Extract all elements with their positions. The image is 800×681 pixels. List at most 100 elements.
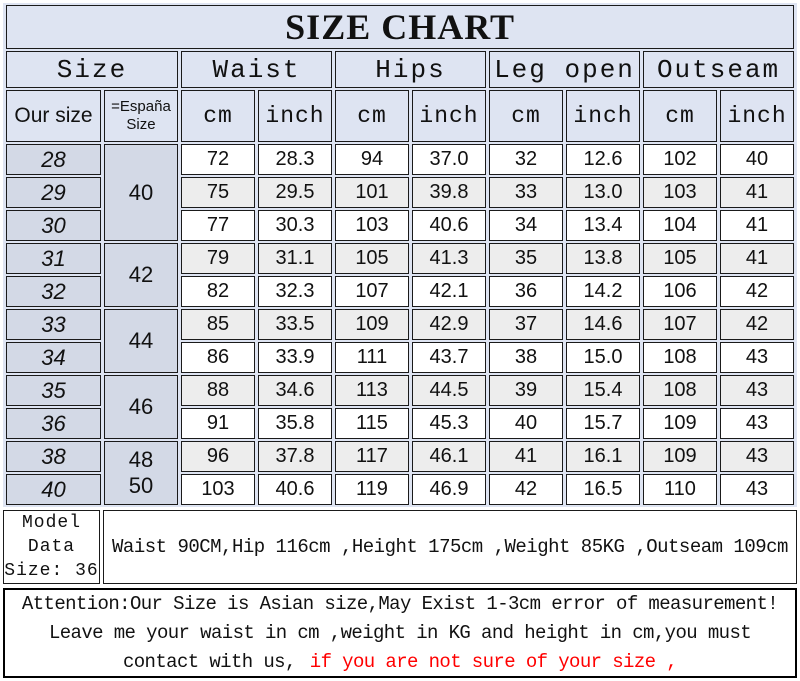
outseam-cm-cell: 108 <box>643 375 717 406</box>
waist-cm-cell: 96 <box>181 441 255 472</box>
legopen-cm-cell: 32 <box>489 144 563 175</box>
outseam-inch-cell: 43 <box>720 375 795 406</box>
column-group-leg-open: Leg open <box>489 51 640 88</box>
hips-inch-cell: 37.0 <box>412 144 486 175</box>
legopen-cm-header: cm <box>489 90 563 142</box>
outseam-cm-header: cm <box>643 90 717 142</box>
table-row-30: 30 77 30.3 103 40.6 34 13.4 104 41 <box>6 210 795 241</box>
outseam-cm-cell: 105 <box>643 243 717 274</box>
model-data-section: Model Data Size: 36 Waist 90CM,Hip 116cm… <box>3 510 797 584</box>
our-size-header: Our size <box>6 90 101 142</box>
table-row-38: 38 48 50 96 37.8 117 46.1 41 16.1 109 43 <box>6 441 795 505</box>
model-label-line: Model <box>21 513 81 533</box>
our-size-cell: 40 <box>6 474 101 505</box>
table-row-40: 40 103 40.6 119 46.9 42 16.5 110 43 <box>6 474 795 505</box>
legopen-cm-cell: 33 <box>489 177 563 208</box>
legopen-inch-cell: 16.5 <box>566 474 640 505</box>
hips-inch-cell: 46.1 <box>412 441 486 472</box>
espana-size-cell: 40 <box>104 144 178 241</box>
hips-cm-header: cm <box>335 90 409 142</box>
size-chart-table: SIZE CHART Size Waist Hips Leg open Outs… <box>3 3 798 507</box>
hips-cm-cell: 94 <box>335 144 409 175</box>
our-size-cell: 28 <box>6 144 101 175</box>
page-title: SIZE CHART <box>6 5 795 49</box>
table-row-33: 33 44 85 33.5 109 42.9 37 14.6 107 42 <box>6 309 795 373</box>
table-row-32: 32 82 32.3 107 42.1 36 14.2 106 42 <box>6 276 795 307</box>
outseam-cm-cell: 106 <box>643 276 717 307</box>
table-row-35: 35 46 88 34.6 113 44.5 39 15.4 108 43 <box>6 375 795 439</box>
legopen-cm-cell: 36 <box>489 276 563 307</box>
outseam-cm-cell: 109 <box>643 441 717 472</box>
hips-inch-cell: 44.5 <box>412 375 486 406</box>
outseam-cm-cell: 108 <box>643 342 717 373</box>
legopen-cm-cell: 38 <box>489 342 563 373</box>
model-data-label: Model Data Size: 36 <box>3 510 100 584</box>
unit-header-row: Our size =España Size cm inch cm inch cm… <box>6 90 795 142</box>
outseam-inch-cell: 42 <box>720 276 795 307</box>
hips-inch-cell: 43.7 <box>412 342 486 373</box>
model-measurements-text: Waist 90CM,Hip 116cm ,Height 175cm ,Weig… <box>103 510 797 584</box>
hips-cm-cell: 113 <box>335 375 409 406</box>
outseam-inch-cell: 41 <box>720 210 795 241</box>
waist-inch-header: inch <box>258 90 332 142</box>
outseam-inch-cell: 43 <box>720 408 795 439</box>
legopen-inch-cell: 15.4 <box>566 375 640 406</box>
outseam-inch-cell: 42 <box>720 309 795 340</box>
our-size-cell: 30 <box>6 210 101 241</box>
espana-size-cell: 42 <box>104 243 178 307</box>
legopen-cm-cell: 37 <box>489 309 563 340</box>
outseam-inch-header: inch <box>720 90 795 142</box>
waist-inch-cell: 33.9 <box>258 342 332 373</box>
outseam-inch-cell: 41 <box>720 243 795 274</box>
attention-note: Attention:Our Size is Asian size,May Exi… <box>3 588 797 678</box>
waist-cm-cell: 82 <box>181 276 255 307</box>
waist-inch-cell: 37.8 <box>258 441 332 472</box>
waist-inch-cell: 34.6 <box>258 375 332 406</box>
waist-inch-cell: 33.5 <box>258 309 332 340</box>
table-row-31: 31 42 79 31.1 105 41.3 35 13.8 105 41 <box>6 243 795 307</box>
hips-inch-cell: 42.9 <box>412 309 486 340</box>
legopen-inch-cell: 15.7 <box>566 408 640 439</box>
legopen-inch-cell: 14.6 <box>566 309 640 340</box>
waist-cm-header: cm <box>181 90 255 142</box>
hips-inch-cell: 45.3 <box>412 408 486 439</box>
outseam-inch-cell: 43 <box>720 342 795 373</box>
our-size-cell: 31 <box>6 243 101 274</box>
hips-inch-cell: 41.3 <box>412 243 486 274</box>
legopen-cm-cell: 41 <box>489 441 563 472</box>
waist-cm-cell: 103 <box>181 474 255 505</box>
legopen-cm-cell: 35 <box>489 243 563 274</box>
legopen-cm-cell: 42 <box>489 474 563 505</box>
waist-inch-cell: 32.3 <box>258 276 332 307</box>
hips-inch-cell: 42.1 <box>412 276 486 307</box>
waist-cm-cell: 91 <box>181 408 255 439</box>
hips-cm-cell: 117 <box>335 441 409 472</box>
hips-inch-cell: 39.8 <box>412 177 486 208</box>
our-size-cell: 33 <box>6 309 101 340</box>
waist-inch-cell: 35.8 <box>258 408 332 439</box>
hips-cm-cell: 115 <box>335 408 409 439</box>
table-row-29: 29 75 29.5 101 39.8 33 13.0 103 41 <box>6 177 795 208</box>
column-group-outseam: Outseam <box>643 51 795 88</box>
outseam-cm-cell: 110 <box>643 474 717 505</box>
hips-inch-header: inch <box>412 90 486 142</box>
hips-inch-cell: 40.6 <box>412 210 486 241</box>
waist-cm-cell: 88 <box>181 375 255 406</box>
our-size-cell: 29 <box>6 177 101 208</box>
outseam-inch-cell: 40 <box>720 144 795 175</box>
legopen-inch-cell: 13.0 <box>566 177 640 208</box>
waist-inch-cell: 31.1 <box>258 243 332 274</box>
waist-inch-cell: 29.5 <box>258 177 332 208</box>
outseam-inch-cell: 43 <box>720 474 795 505</box>
espana-size-header: =España Size <box>104 90 178 142</box>
legopen-inch-header: inch <box>566 90 640 142</box>
hips-cm-cell: 109 <box>335 309 409 340</box>
outseam-cm-cell: 104 <box>643 210 717 241</box>
our-size-cell: 34 <box>6 342 101 373</box>
waist-cm-cell: 86 <box>181 342 255 373</box>
hips-inch-cell: 46.9 <box>412 474 486 505</box>
waist-cm-cell: 75 <box>181 177 255 208</box>
our-size-cell: 32 <box>6 276 101 307</box>
hips-cm-cell: 103 <box>335 210 409 241</box>
column-group-hips: Hips <box>335 51 486 88</box>
